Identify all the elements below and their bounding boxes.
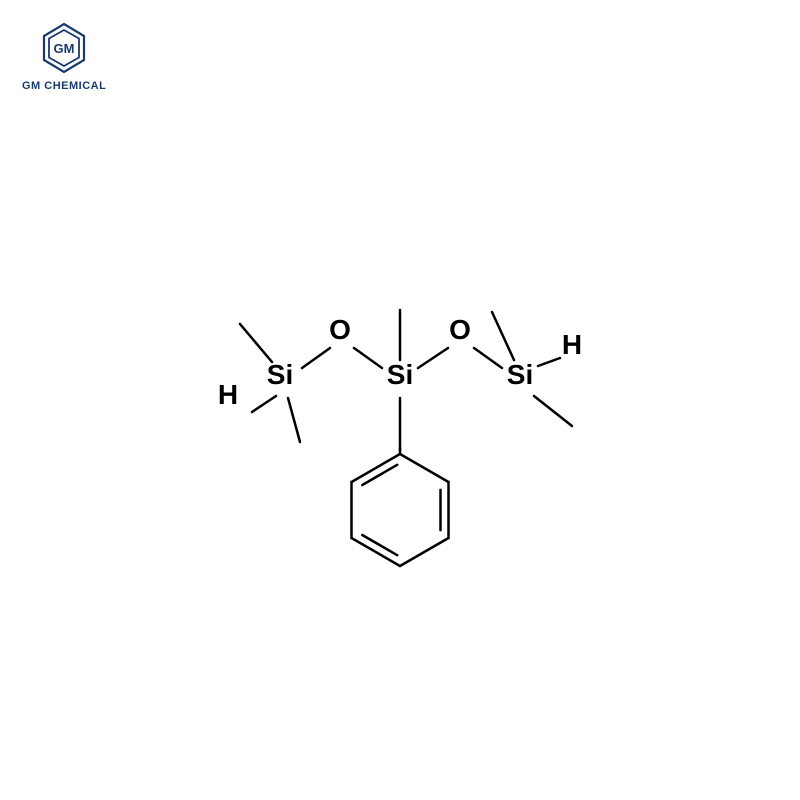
atom-label-H2: H	[562, 329, 582, 361]
bond-line	[474, 348, 502, 368]
bond-line	[538, 358, 560, 366]
bond-line	[354, 348, 382, 368]
page-container: GM GM CHEMICAL SiSiSiOOHH	[0, 0, 800, 800]
atom-label-Si1: Si	[267, 359, 293, 391]
atom-label-O1: O	[329, 314, 351, 346]
atom-label-Si2: Si	[387, 359, 413, 391]
bond-line	[240, 324, 272, 362]
bond-line	[288, 398, 300, 442]
atom-label-Si3: Si	[507, 359, 533, 391]
benzene-bond	[400, 454, 448, 482]
atom-label-H1: H	[218, 379, 238, 411]
bond-line	[418, 348, 448, 368]
benzene-double-bond	[362, 535, 397, 555]
bond-line	[252, 396, 276, 412]
bond-line	[492, 312, 514, 360]
bond-line	[302, 348, 330, 368]
atom-label-O2: O	[449, 314, 471, 346]
benzene-double-bond	[362, 465, 397, 485]
benzene-bond	[400, 538, 448, 566]
bond-line	[534, 396, 572, 426]
chemical-structure-diagram	[0, 0, 800, 800]
